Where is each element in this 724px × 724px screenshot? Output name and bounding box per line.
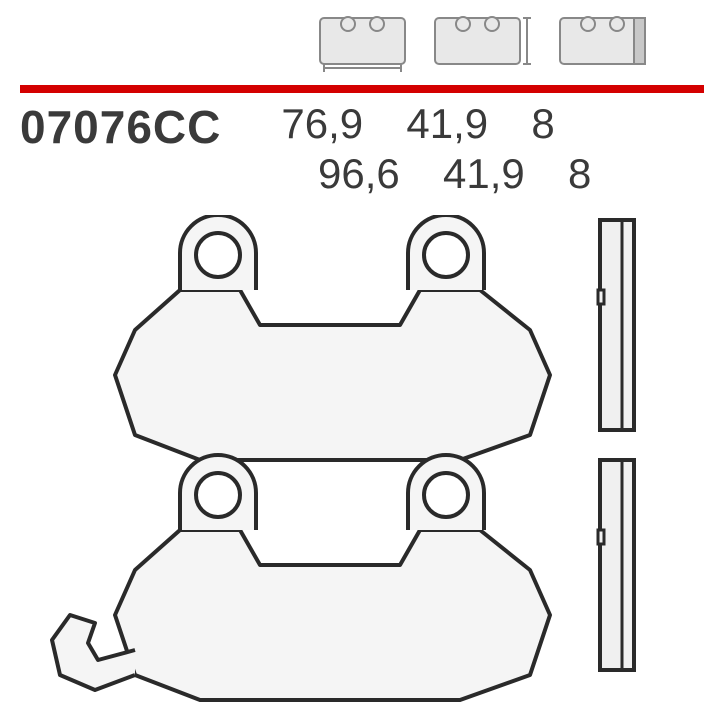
dim-width-2: 96,6 bbox=[318, 150, 413, 198]
pad-bottom bbox=[52, 455, 550, 700]
brake-pad-drawing bbox=[0, 215, 724, 715]
thickness-icon bbox=[550, 10, 655, 72]
dim-thick-1: 8 bbox=[531, 100, 571, 148]
dim-height-1: 41,9 bbox=[406, 100, 501, 148]
header-dimension-icons bbox=[0, 10, 724, 75]
pad-top-side bbox=[598, 220, 634, 430]
pad-bottom-side bbox=[598, 460, 634, 670]
pad-top bbox=[115, 215, 550, 460]
spec-row-1: 07076CC 76,9 41,9 8 bbox=[20, 100, 704, 154]
dimensions-row-1: 76,9 41,9 8 bbox=[281, 100, 571, 148]
dim-thick-2: 8 bbox=[568, 150, 608, 198]
spec-row-2: 96,6 41,9 8 bbox=[20, 150, 704, 198]
height-icon bbox=[425, 10, 540, 72]
dim-icon-group bbox=[310, 10, 655, 72]
part-number: 07076CC bbox=[20, 100, 221, 154]
dim-width-1: 76,9 bbox=[281, 100, 376, 148]
dimensions-row-2: 96,6 41,9 8 bbox=[318, 150, 608, 198]
dim-height-2: 41,9 bbox=[443, 150, 538, 198]
width-icon bbox=[310, 10, 415, 72]
separator-bar bbox=[20, 80, 704, 88]
